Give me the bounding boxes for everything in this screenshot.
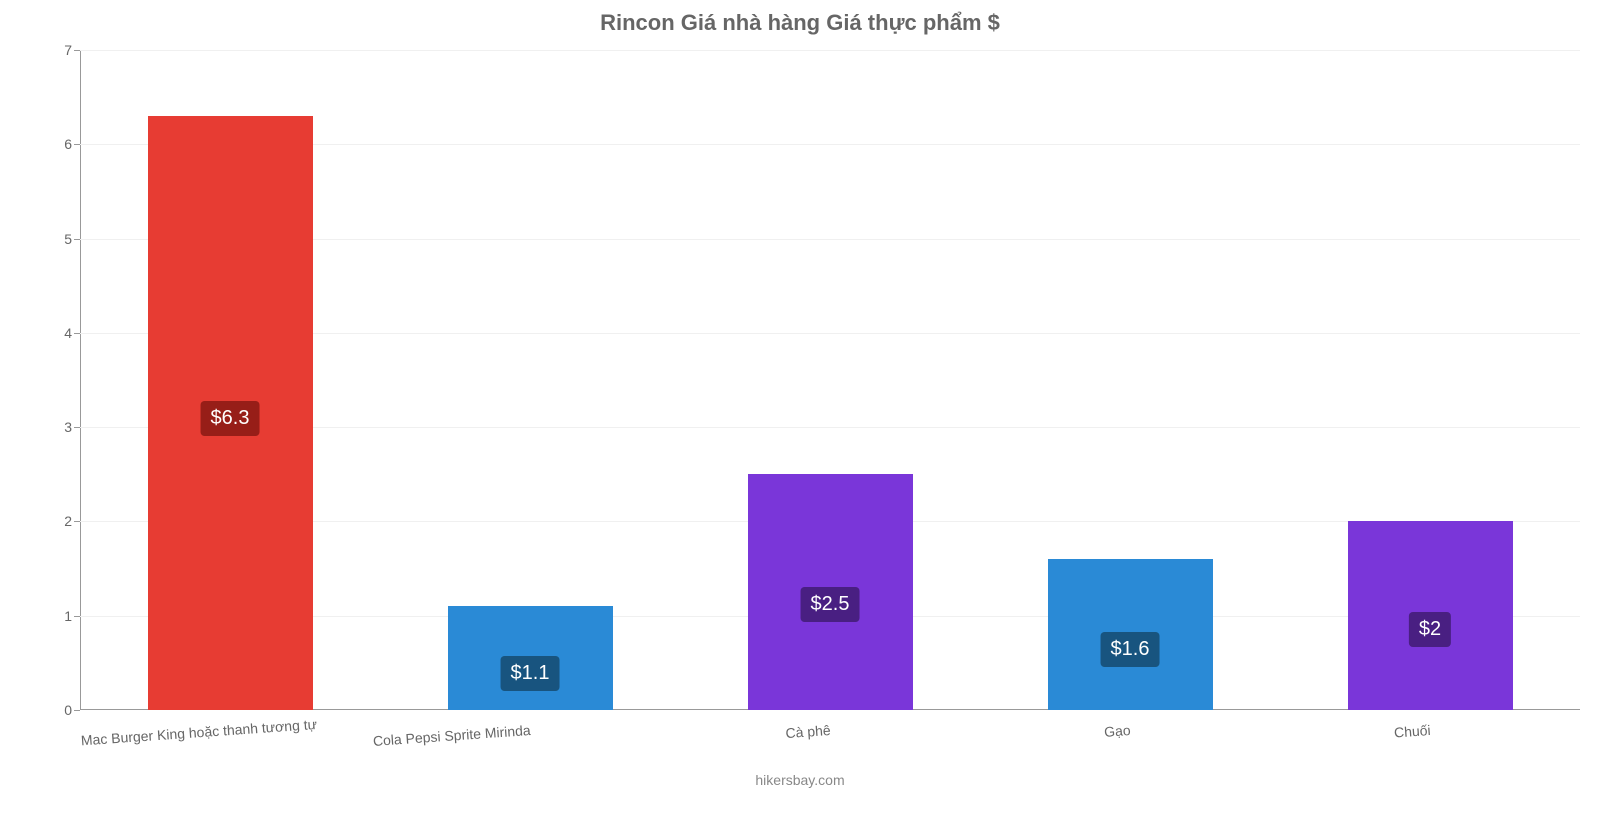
value-badge: $2.5 xyxy=(801,587,860,622)
value-badge: $1.1 xyxy=(501,656,560,691)
y-tick-mark xyxy=(74,616,80,617)
y-tick-label: 2 xyxy=(42,513,72,529)
y-tick-label: 6 xyxy=(42,136,72,152)
chart-title: Rincon Giá nhà hàng Giá thực phẩm $ xyxy=(0,10,1600,36)
value-badge: $6.3 xyxy=(201,401,260,436)
y-axis-line xyxy=(80,50,81,710)
price-bar-chart: Rincon Giá nhà hàng Giá thực phẩm $ 0123… xyxy=(0,0,1600,800)
gridline xyxy=(80,50,1580,51)
attribution-text: hikersbay.com xyxy=(0,772,1600,788)
y-tick-label: 1 xyxy=(42,608,72,624)
value-badge: $1.6 xyxy=(1101,632,1160,667)
y-tick-mark xyxy=(74,710,80,711)
y-tick-mark xyxy=(74,50,80,51)
y-tick-mark xyxy=(74,521,80,522)
y-tick-mark xyxy=(74,333,80,334)
y-tick-label: 3 xyxy=(42,419,72,435)
y-tick-label: 5 xyxy=(42,231,72,247)
y-tick-mark xyxy=(74,427,80,428)
y-tick-label: 4 xyxy=(42,325,72,341)
plot-area: 01234567$6.3Mac Burger King hoặc thanh t… xyxy=(80,50,1580,710)
y-tick-mark xyxy=(74,239,80,240)
y-tick-label: 7 xyxy=(42,42,72,58)
y-tick-mark xyxy=(74,144,80,145)
value-badge: $2 xyxy=(1409,612,1451,647)
y-tick-label: 0 xyxy=(42,702,72,718)
